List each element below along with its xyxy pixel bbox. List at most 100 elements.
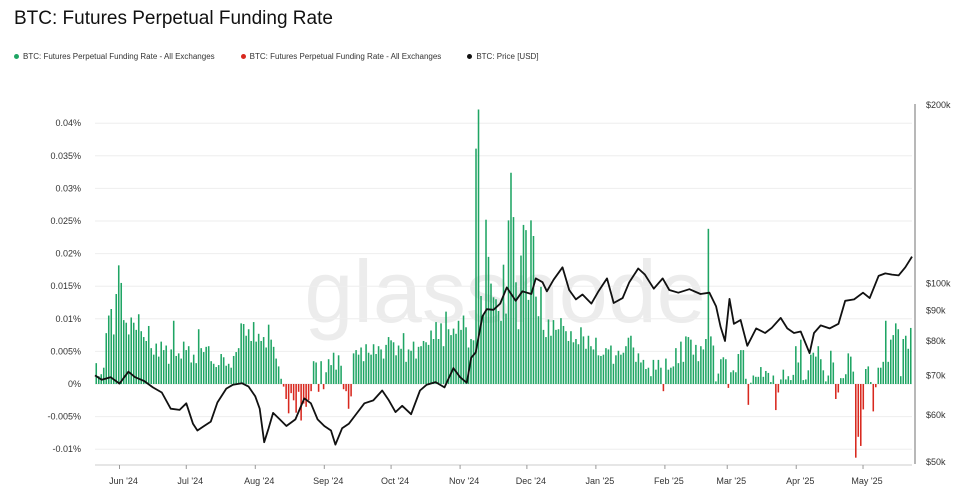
legend-item-funding-positive[interactable]: BTC: Futures Perpetual Funding Rate - Al… [14,52,215,61]
funding-bar [702,349,705,384]
funding-bar [545,337,547,384]
funding-bar [540,286,542,384]
funding-bar [802,380,805,384]
funding-bar [647,367,650,384]
y-right-tick-label: $100k [926,279,951,289]
funding-bar [457,320,460,384]
funding-bar [222,357,225,384]
funding-bar [217,365,220,384]
funding-bar [295,384,297,413]
y-left-tick-label: 0.005% [50,346,81,356]
funding-bar [557,329,560,384]
y-left-tick-label: 0.01% [55,314,81,324]
funding-bar [417,346,420,384]
funding-bar [325,372,327,384]
funding-bar [202,352,205,384]
funding-bar [447,329,450,384]
funding-bar [460,329,462,384]
funding-bar [555,329,557,384]
funding-bar [440,323,442,384]
funding-bar [142,337,145,384]
legend-dot-green [14,54,19,59]
funding-bar [680,341,682,384]
legend-dot-black [467,54,473,59]
funding-bar [852,371,855,384]
funding-bar [595,337,597,384]
funding-bar [190,362,192,384]
funding-bar [907,348,910,384]
y-left-tick-label: 0.025% [50,216,81,226]
funding-bar [280,378,282,384]
price-path [94,256,913,446]
funding-bar [515,282,517,384]
funding-bar [757,376,760,384]
funding-bar [550,335,552,384]
funding-bar [187,346,190,384]
funding-bar [357,354,360,384]
funding-bar [582,336,585,384]
funding-bar [547,319,550,384]
funding-bar [562,325,565,384]
funding-bar [397,345,400,384]
funding-bar [282,384,285,387]
legend-item-price[interactable]: BTC: Price [USD] [467,52,539,61]
funding-bar [237,348,240,384]
funding-bar [617,350,620,384]
x-tick-label: Dec '24 [516,476,546,486]
x-tick-label: May '25 [851,476,882,486]
funding-bar [670,367,672,384]
funding-bar [270,339,272,384]
funding-bar [637,353,640,384]
funding-bar [690,339,692,384]
funding-bar [780,379,782,384]
funding-bar [127,334,130,384]
funding-bar [837,384,840,393]
x-tick-label: Nov '24 [449,476,479,486]
funding-bar [297,384,300,392]
funding-bar [160,341,162,384]
funding-bar [195,363,197,384]
funding-bar [135,329,137,384]
funding-bar [812,352,815,384]
funding-bar [532,236,535,384]
legend-item-funding-negative[interactable]: BTC: Futures Perpetual Funding Rate - Al… [240,52,441,61]
funding-bar [747,384,750,405]
funding-bar [875,384,877,388]
funding-bar [262,337,265,384]
funding-bar [705,339,707,384]
funding-bar [355,350,357,384]
funding-bar [437,339,440,384]
price-line [94,256,913,446]
funding-bar [157,356,160,384]
funding-bar [107,315,110,384]
funding-bar [472,340,475,384]
funding-bar [145,340,147,384]
funding-bar [537,316,540,384]
funding-bar [322,384,325,390]
funding-bar [377,346,380,384]
funding-bar [725,359,727,384]
funding-bar [752,375,755,384]
funding-bar [240,323,242,384]
funding-bar [175,355,177,384]
funding-bar [140,331,142,384]
funding-bar [697,361,700,384]
funding-bar [767,372,770,384]
funding-bar [95,363,98,384]
funding-bar [197,329,200,384]
funding-bar [620,354,622,384]
funding-bar [500,320,502,384]
funding-bar [420,346,422,384]
funding-bar [692,354,695,384]
funding-bar [227,363,230,384]
y-right-tick-label: $200k [926,100,951,110]
funding-bar [909,327,912,384]
funding-bar [225,365,227,384]
funding-bar [315,362,317,384]
funding-bar [707,228,710,384]
funding-bar [337,355,340,384]
funding-bar [835,384,837,399]
funding-bar [300,384,302,421]
funding-bar [682,361,685,384]
